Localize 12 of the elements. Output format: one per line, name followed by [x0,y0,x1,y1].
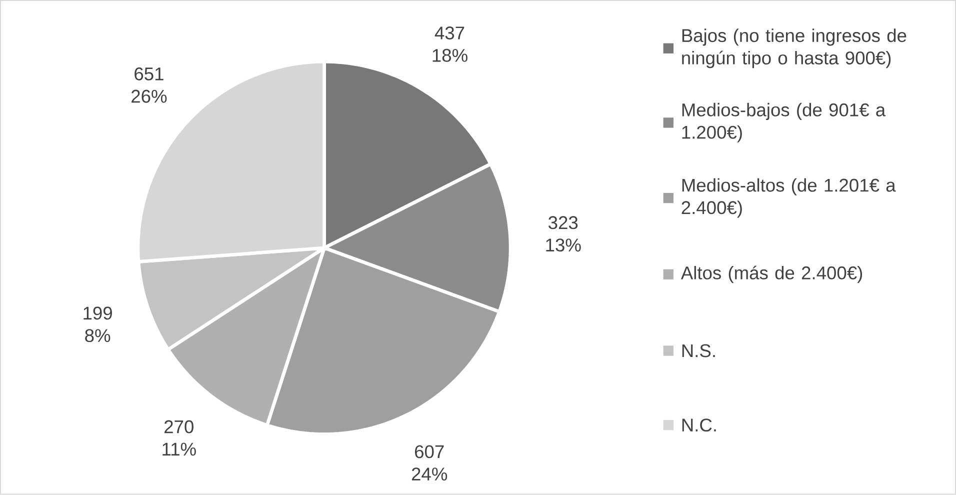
data-label: 323 13% [546,216,581,252]
data-label: 607 24% [412,445,448,481]
legend-label: Medios-altos (de 1.201€ a 2.400€) [682,178,896,218]
data-label: 270 11% [162,420,196,456]
data-label: 437 18% [432,26,468,62]
legend-label: Bajos (no tiene ingresos de ningún tipo o hasta 900€) [682,28,906,68]
legend-label: N.S. [682,344,715,358]
data-label: 199 8% [84,306,112,342]
legend-label: Medios-bajos (de 901€ a 1.200€) [682,103,886,143]
legend-label: N.C. [682,418,716,432]
data-label: 651 26% [132,68,167,103]
legend-label: Altos (más de 2.400€) [680,266,862,284]
